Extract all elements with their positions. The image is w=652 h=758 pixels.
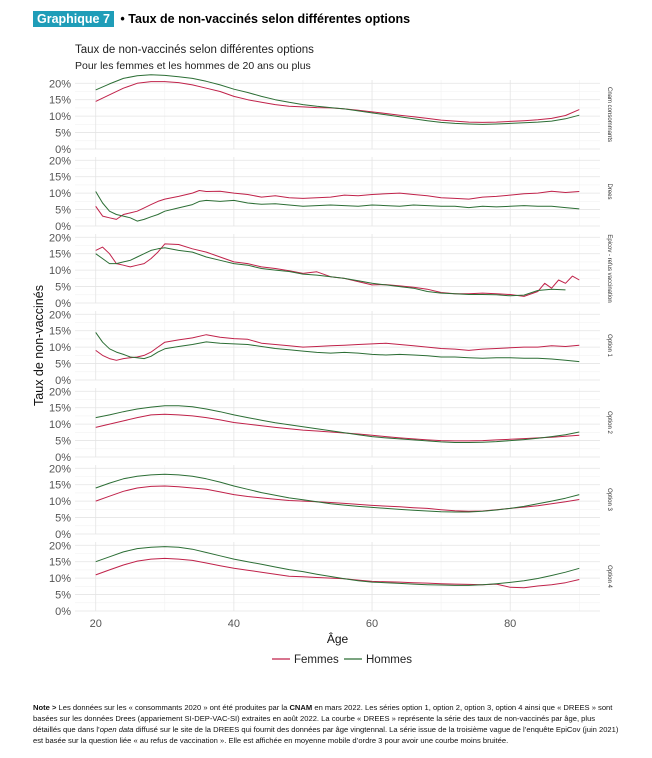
panel-background [75,542,600,611]
panel-strip-label: Option 2 [606,411,612,434]
legend-label-femmes: Femmes [294,654,339,666]
y-tick-label: 5% [55,128,71,140]
y-tick-label: 20% [49,463,71,475]
y-tick-label: 5% [55,359,71,371]
series-line-femmes [95,413,580,442]
y-tick-label: 0% [55,529,71,541]
chart-title: Taux de non-vaccinés selon différentes o… [75,44,314,56]
x-tick-label: 80 [504,618,516,630]
series-line-hommes [95,473,580,513]
series-line-hommes [95,332,580,363]
series-line-femmes [95,334,580,361]
y-axis-title: Taux de non-vaccinés [32,285,46,406]
series-line-hommes [95,247,566,297]
y-tick-label: 5% [55,282,71,294]
legend-label-hommes: Hommes [366,654,412,666]
y-tick-label: 15% [49,480,71,492]
y-tick-label: 10% [49,496,71,508]
y-tick-label: 0% [55,452,71,464]
y-tick-label: 20% [49,78,71,90]
y-tick-label: 5% [55,436,71,448]
x-tick-label: 40 [228,618,240,630]
y-tick-label: 15% [49,403,71,415]
series-line-femmes [95,190,580,220]
y-tick-label: 10% [49,573,71,585]
y-tick-label: 5% [55,590,71,602]
heading-title: Taux de non-vaccinés selon différentes o… [128,12,411,26]
y-tick-label: 15% [49,557,71,569]
y-tick-label: 0% [55,375,71,387]
figure-badge: Graphique 7 [33,11,114,27]
panel-strip-label: Option 4 [606,565,612,588]
y-tick-label: 0% [55,221,71,233]
note-label: Note > [33,703,57,712]
panel-background [75,80,600,149]
chart-subtitle: Pour les femmes et les hommes de 20 ans … [75,60,311,72]
series-line-hommes [95,191,580,222]
y-tick-label: 15% [49,249,71,261]
y-tick-label: 20% [49,155,71,167]
y-tick-label: 15% [49,326,71,338]
note-text-2: en mars 2022. Les séries option 1, optio… [33,703,613,734]
heading-separator: • [120,12,125,26]
series-line-hommes [95,405,580,443]
y-tick-label: 0% [55,606,71,618]
faceted-line-chart: Taux de non-vaccinés selon différentes o… [32,44,612,666]
y-tick-label: 20% [49,386,71,398]
x-tick-label: 60 [366,618,378,630]
x-tick-label: 20 [90,618,102,630]
panel-background [75,388,600,457]
figure-heading: Graphique 7 • Taux de non-vaccinés selon… [33,11,411,27]
y-tick-label: 15% [49,95,71,107]
panel-strip-label: Epicov - refus vaccination [606,234,612,302]
panel-strip-label: Cnam consommants [606,87,612,142]
note-bold-1: CNAM [289,703,313,712]
panel-strip-label: Drees [606,183,612,199]
note-text-1: Les données sur les « consommants 2020 »… [56,703,290,712]
panel-background [75,234,600,303]
y-tick-label: 20% [49,232,71,244]
series-line-hommes [95,546,580,586]
panel-strip-label: Option 1 [606,334,612,357]
panel-background [75,465,600,534]
y-tick-label: 10% [49,111,71,123]
y-tick-label: 10% [49,419,71,431]
x-axis-title: Âge [327,631,349,646]
y-tick-label: 10% [49,342,71,354]
y-tick-label: 10% [49,188,71,200]
y-tick-label: 15% [49,172,71,184]
footnote: Note > Les données sur les « consommants… [33,702,623,746]
y-tick-label: 20% [49,309,71,321]
y-tick-label: 5% [55,513,71,525]
series-line-femmes [95,243,580,297]
y-tick-label: 5% [55,205,71,217]
note-text-3: diffusé sur le site de la DREES qui four… [33,725,619,745]
y-tick-label: 0% [55,298,71,310]
panel-strip-label: Option 3 [606,488,612,511]
y-tick-label: 10% [49,265,71,277]
y-tick-label: 20% [49,540,71,552]
y-tick-label: 0% [55,144,71,156]
note-italic-1: open data [99,725,134,734]
series-line-femmes [95,557,580,589]
series-line-hommes [95,74,580,125]
